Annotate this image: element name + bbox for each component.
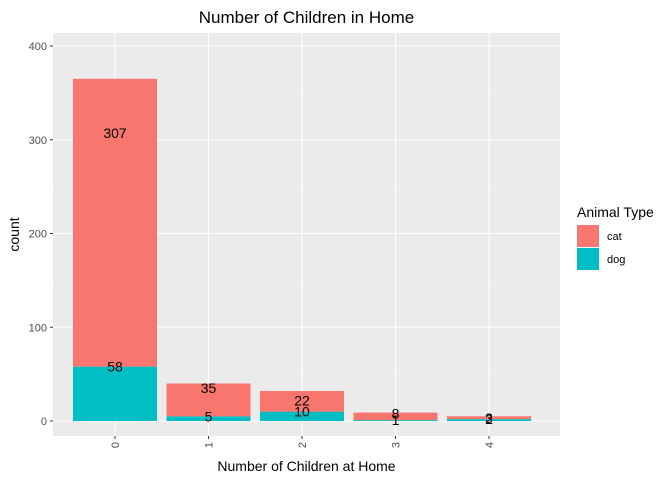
y-tick-label: 300 bbox=[29, 135, 47, 147]
x-axis: 0 1 2 3 4 bbox=[110, 436, 496, 448]
bar-dog-1 bbox=[166, 416, 251, 421]
x-axis-title: Number of Children at Home bbox=[217, 458, 395, 474]
bar-cat-2 bbox=[260, 391, 344, 412]
data-label-cat-0: 307 bbox=[103, 125, 127, 141]
y-tick-label: 200 bbox=[29, 229, 47, 241]
data-label-dog-3: 1 bbox=[392, 412, 400, 428]
legend-label-cat: cat bbox=[607, 231, 622, 243]
legend-key-cat bbox=[577, 225, 599, 247]
data-label-dog-2: 10 bbox=[294, 404, 310, 420]
x-tick-label: 3 bbox=[391, 442, 403, 448]
legend-key-dog bbox=[577, 248, 599, 270]
bar-cat-0 bbox=[73, 78, 157, 367]
data-label-dog-4: 2 bbox=[485, 411, 493, 427]
chart-title: Number of Children in Home bbox=[199, 8, 414, 27]
data-labels: 307 35 22 8 3 58 5 10 1 2 bbox=[103, 125, 493, 428]
bar-dog-0 bbox=[73, 366, 157, 421]
legend-label-dog: dog bbox=[607, 254, 625, 266]
data-label-dog-0: 58 bbox=[107, 359, 123, 375]
data-label-cat-1: 35 bbox=[201, 380, 217, 396]
data-label-cat-3: 8 bbox=[392, 406, 400, 422]
bar-dog-4 bbox=[447, 419, 531, 421]
bar-cat-4 bbox=[447, 416, 531, 420]
bar-dog-3 bbox=[353, 420, 438, 421]
data-label-cat-2: 22 bbox=[294, 392, 310, 408]
legend: Animal Type cat dog bbox=[577, 204, 654, 270]
x-tick-label: 1 bbox=[204, 442, 216, 448]
y-axis-title: count bbox=[6, 217, 22, 251]
y-axis: 0 100 200 300 400 bbox=[29, 41, 53, 428]
y-tick-label: 400 bbox=[29, 41, 47, 53]
legend-title: Animal Type bbox=[577, 204, 654, 220]
bar-cat-3 bbox=[353, 412, 438, 421]
y-tick-label: 100 bbox=[29, 322, 47, 334]
x-tick-label: 2 bbox=[297, 442, 309, 448]
data-label-dog-1: 5 bbox=[205, 408, 213, 424]
x-tick-label: 0 bbox=[110, 442, 122, 448]
y-tick-label: 0 bbox=[41, 416, 47, 428]
bar-dog-2 bbox=[260, 411, 344, 421]
x-tick-label: 4 bbox=[484, 442, 496, 448]
data-label-cat-4: 3 bbox=[485, 410, 493, 426]
bar-cat-1 bbox=[166, 383, 251, 417]
bars bbox=[73, 78, 531, 421]
